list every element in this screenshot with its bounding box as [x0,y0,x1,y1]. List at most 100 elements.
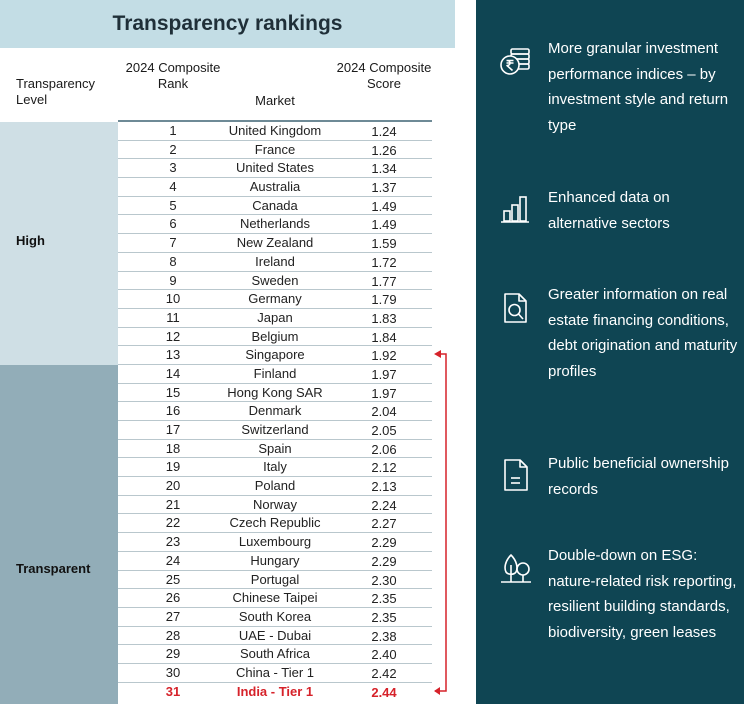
cell-score: 1.49 [371,217,397,233]
cell-market: Netherlands [239,216,311,232]
cell-score: 2.13 [371,479,397,495]
cell-score: 2.05 [371,423,397,438]
cell-market: New Zealand [236,235,314,251]
cell-rank: 29 [165,646,181,662]
cell-score: 2.12 [371,460,397,476]
table-row: 23 Luxembourg 2.29 [118,533,432,552]
cell-rank: 10 [165,291,181,307]
page-title: Transparency rankings [112,12,343,35]
cell-score: 2.06 [371,441,397,457]
cell-rank: 2 [169,141,177,157]
cell-market: South Korea [238,608,312,624]
table-row: 29 South Africa 2.40 [118,645,432,664]
cell-rank: 24 [165,552,181,568]
cell-market: UAE - Dubai [238,627,312,643]
table-row: 22 Czech Republic 2.27 [118,514,432,534]
cell-market: Denmark [248,403,302,419]
table-row: 14 Finland 1.97 [118,365,432,384]
cell-market: United Kingdom [228,123,322,138]
cell-score: 2.44 [371,684,397,700]
cell-rank: 31 [165,683,181,699]
cell-score: 2.27 [371,516,397,532]
document-search-icon [504,293,527,323]
table-row: 3 United States 1.34 [118,159,432,179]
header-divider [118,120,432,122]
feature-text: Enhanced data on alternative sectors [548,189,670,232]
improvement-panel: More granular investment performance ind… [476,0,744,704]
cell-rank: 15 [165,384,181,400]
cell-rank: 17 [165,422,181,437]
cell-rank: 28 [165,627,181,643]
cell-score: 1.49 [371,198,397,214]
cell-rank: 25 [165,571,181,587]
cell-score: 1.79 [371,292,397,308]
cell-rank: 23 [165,534,181,550]
cell-score: 1.97 [371,366,397,382]
level-label-transparent: Transparent [16,561,91,576]
cell-market: Czech Republic [229,515,321,531]
table-row: 9 Sweden 1.77 [118,272,432,291]
cell-market: Ireland [255,253,295,269]
cell-rank: 1 [169,123,177,138]
cell-score: 1.77 [371,273,397,289]
table-row-highlighted: 31 India - Tier 1 2.44 [118,683,432,702]
cell-score: 1.34 [371,161,397,177]
cell-rank: 13 [165,347,181,363]
table-row: 25 Portugal 2.30 [118,571,432,590]
table-row: 26 Chinese Taipei 2.35 [118,589,432,608]
document-icon [504,459,528,491]
table-row: 16 Denmark 2.04 [118,402,432,421]
cell-score: 2.42 [371,665,397,681]
cell-market: Spain [258,440,292,456]
cell-score: 2.35 [371,609,397,625]
table-row: 15 Hong Kong SAR 1.97 [118,384,432,403]
table-row: 17 Switzerland 2.05 [118,421,432,440]
cell-market: Portugal [250,571,300,587]
level-band-high: High [0,122,118,365]
cell-market: Norway [252,496,298,512]
cell-market: South Africa [239,646,311,662]
cell-rank: 30 [165,664,181,680]
cell-score: 2.29 [371,535,397,551]
table-row: 6 Netherlands 1.49 [118,215,432,235]
cell-rank: 12 [165,328,181,344]
feature-text: Greater information on real estate finan… [548,286,738,380]
cell-market: Italy [263,459,287,475]
cell-score: 2.29 [371,553,397,569]
level-band-transparent: Transparent [0,365,118,704]
cell-rank: 4 [169,179,177,195]
table-row: 30 China - Tier 1 2.42 [118,664,432,683]
feature-text: Public beneficial ownership records [548,455,729,498]
cell-market: Chinese Taipei [232,590,318,606]
rankings-table: 1 United Kingdom 1.24 2 France 1.26 3 United St… [118,122,432,701]
table-row: 4 Australia 1.37 [118,178,432,197]
table-row: 11 Japan 1.83 [118,309,432,328]
cell-rank: 8 [169,253,177,269]
header-transparency-level: Transparency Level [16,76,95,107]
cell-market: France [254,141,296,157]
table-row: 18 Spain 2.06 [118,440,432,459]
cell-rank: 5 [169,197,177,213]
table-row: 7 New Zealand 1.59 [118,234,432,253]
cell-market: India - Tier 1 [236,683,314,699]
cell-rank: 16 [165,403,181,419]
table-row: 24 Hungary 2.29 [118,552,432,571]
cell-score: 2.30 [371,572,397,588]
feature-text: More granular investment performance ind… [548,40,729,134]
bar-chart-icon [501,196,529,223]
cell-score: 1.37 [371,180,397,196]
cell-rank: 6 [169,216,177,232]
cell-market: Hungary [250,552,300,568]
cell-rank: 20 [165,478,181,494]
cell-rank: 11 [166,309,180,325]
cell-market: Germany [248,291,302,307]
table-row: 20 Poland 2.13 [118,477,432,496]
header-composite-score: 2024 Composite Score [336,60,432,91]
cell-rank: 27 [165,608,181,624]
cell-score: 2.35 [371,591,397,607]
title-banner: Transparency rankings [0,0,455,48]
cell-rank: 18 [165,440,181,456]
cell-market: Australia [249,179,301,195]
table-row: 27 South Korea 2.35 [118,608,432,627]
table-row: 5 Canada 1.49 [118,197,432,216]
